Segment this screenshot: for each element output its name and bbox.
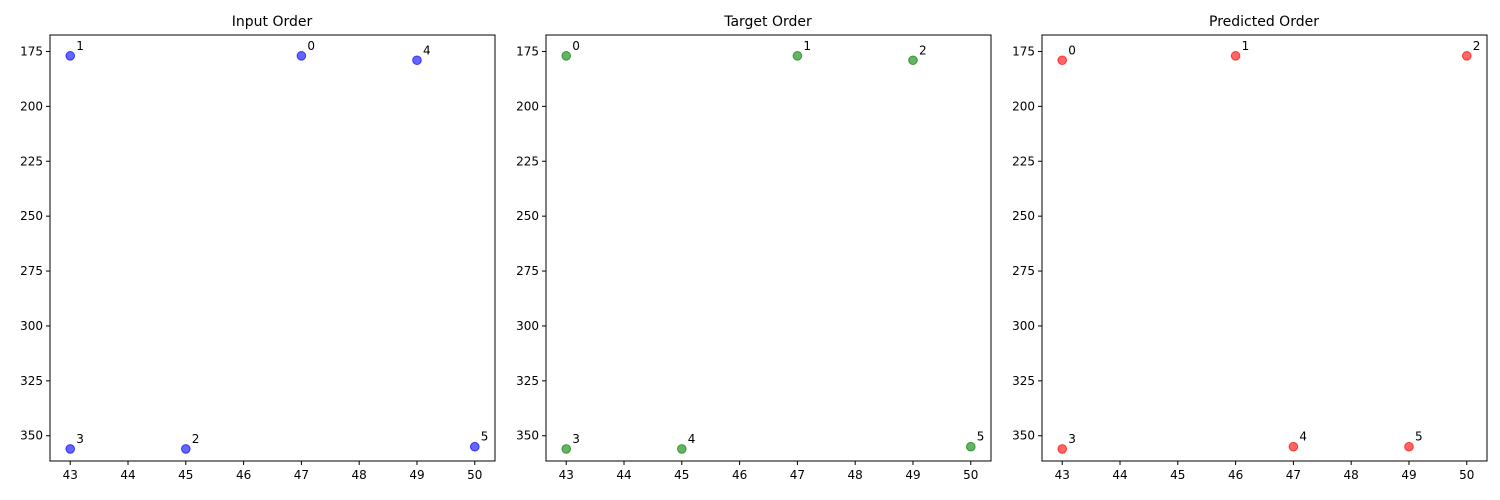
y-tick-label: 300 <box>516 319 539 333</box>
y-tick-label: 200 <box>1012 99 1035 113</box>
point-label: 4 <box>1299 430 1307 444</box>
x-tick-label: 45 <box>674 468 689 482</box>
axes-frame <box>545 34 992 462</box>
chart-title: Target Order <box>723 14 812 30</box>
data-point <box>181 444 191 454</box>
data-point <box>561 444 572 454</box>
y-tick-label: 250 <box>20 209 43 223</box>
y-tick-label: 175 <box>516 44 539 58</box>
y-tick-label: 175 <box>1012 44 1035 58</box>
point-label: 4 <box>423 43 431 57</box>
x-tick-label: 47 <box>1286 468 1301 482</box>
plot-area: 43 44 45 46 47 48 49 50175200225250275300325350… <box>20 34 496 482</box>
y-tick-label: 325 <box>20 374 43 388</box>
x-tick-label: 47 <box>790 468 805 482</box>
x-tick-label: 46 <box>732 468 747 482</box>
point-label: 4 <box>688 432 696 446</box>
data-point <box>469 441 480 452</box>
y-tick-label: 275 <box>516 264 539 278</box>
data-point <box>412 55 422 66</box>
y-tick-label: 325 <box>1012 374 1035 388</box>
point-label: 2 <box>919 43 927 57</box>
data-point <box>65 51 76 61</box>
plot-area: 43 44 45 46 47 48 49 50175200225250275300325350… <box>1012 34 1488 482</box>
y-tick-label: 300 <box>20 319 43 333</box>
data-point <box>1057 444 1068 454</box>
plot-area: 43 44 45 46 47 48 49 50175200225250275300325350… <box>516 34 992 482</box>
data-point <box>1288 441 1299 452</box>
point-label: 5 <box>481 430 489 444</box>
point-label: 3 <box>76 432 84 446</box>
point-label: 0 <box>1068 43 1076 57</box>
data-point <box>1057 55 1068 66</box>
panel-predicted-order: Predicted Order 43 44 45 46 47 48 49 5017520022… <box>1012 14 1488 482</box>
axes-frame <box>49 34 496 462</box>
x-tick-label: 43 <box>559 468 574 482</box>
x-tick-label: 50 <box>467 468 482 482</box>
x-tick-label: 48 <box>1344 468 1359 482</box>
x-tick-label: 43 <box>63 468 78 482</box>
y-tick-label: 275 <box>20 264 43 278</box>
x-tick-label: 44 <box>120 468 135 482</box>
data-point <box>908 55 918 66</box>
panel-input-order: Input Order 43 44 45 46 47 48 49 50175200225250… <box>20 14 496 482</box>
y-tick-label: 350 <box>1012 429 1035 443</box>
data-point <box>296 51 307 61</box>
data-point <box>1404 441 1414 452</box>
y-tick-label: 350 <box>20 429 43 443</box>
point-label: 2 <box>192 432 200 446</box>
y-tick-label: 250 <box>516 209 539 223</box>
point-label: 1 <box>1242 39 1250 53</box>
x-tick-label: 49 <box>409 468 424 482</box>
y-tick-label: 225 <box>516 154 539 168</box>
point-label: 1 <box>803 39 811 53</box>
data-point <box>561 51 572 61</box>
point-label: 2 <box>1473 39 1481 53</box>
y-tick-label: 175 <box>20 44 43 58</box>
x-tick-label: 48 <box>848 468 863 482</box>
x-tick-label: 50 <box>1459 468 1474 482</box>
x-tick-label: 49 <box>1401 468 1416 482</box>
point-label: 3 <box>572 432 580 446</box>
x-tick-label: 49 <box>905 468 920 482</box>
chart-title: Predicted Order <box>1209 14 1319 30</box>
x-tick-label: 48 <box>352 468 367 482</box>
data-point <box>1230 51 1241 61</box>
y-tick-label: 200 <box>516 99 539 113</box>
y-tick-label: 200 <box>20 99 43 113</box>
chart-title: Input Order <box>232 14 313 30</box>
x-tick-label: 45 <box>1170 468 1185 482</box>
panel-target-order: Target Order 43 44 45 46 47 48 49 5017520022525… <box>516 14 992 482</box>
y-tick-label: 300 <box>1012 319 1035 333</box>
x-tick-label: 47 <box>294 468 309 482</box>
point-label: 5 <box>1415 430 1423 444</box>
x-tick-label: 45 <box>178 468 193 482</box>
x-tick-label: 50 <box>963 468 978 482</box>
x-tick-label: 46 <box>236 468 251 482</box>
point-label: 3 <box>1068 432 1076 446</box>
x-tick-label: 44 <box>616 468 631 482</box>
y-tick-label: 325 <box>516 374 539 388</box>
x-tick-label: 44 <box>1112 468 1127 482</box>
point-label: 0 <box>572 39 580 53</box>
data-point <box>965 441 976 452</box>
data-point <box>792 51 803 61</box>
point-label: 0 <box>307 39 315 53</box>
x-tick-label: 46 <box>1228 468 1243 482</box>
data-point <box>677 444 687 454</box>
y-tick-label: 275 <box>1012 264 1035 278</box>
data-point <box>65 444 76 454</box>
data-point <box>1461 51 1472 61</box>
y-tick-label: 350 <box>516 429 539 443</box>
y-tick-label: 250 <box>1012 209 1035 223</box>
point-label: 1 <box>76 39 84 53</box>
x-tick-label: 43 <box>1055 468 1070 482</box>
axes-frame <box>1041 34 1488 462</box>
y-tick-label: 225 <box>20 154 43 168</box>
point-label: 5 <box>977 430 985 444</box>
y-tick-label: 225 <box>1012 154 1035 168</box>
